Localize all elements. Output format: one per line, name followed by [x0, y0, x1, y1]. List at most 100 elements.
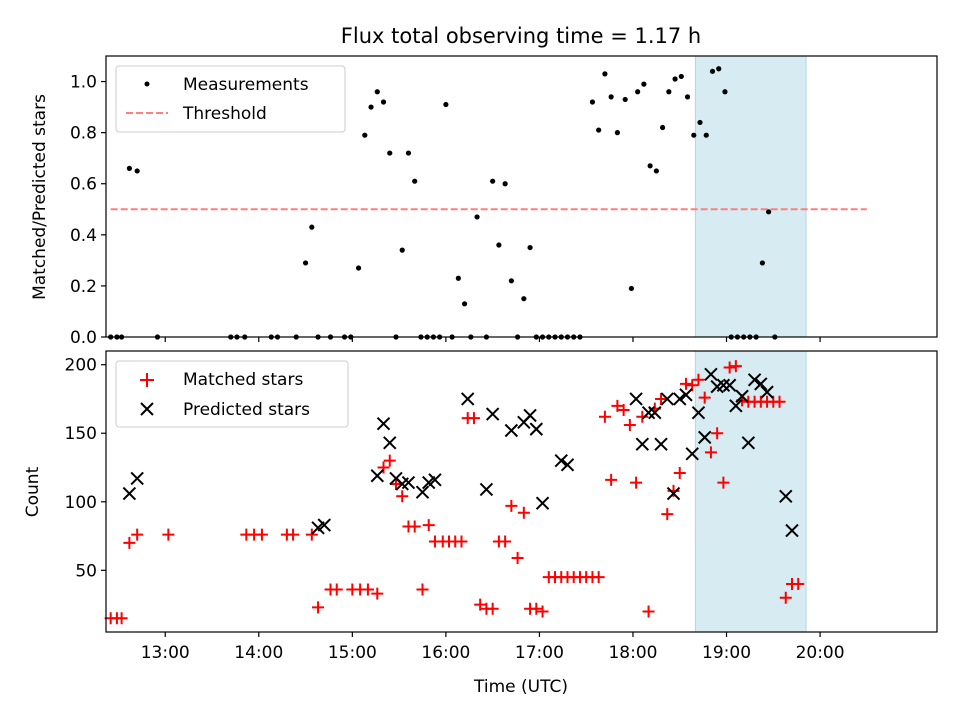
matched-stars-point: [592, 571, 605, 584]
axes-frame: [105, 350, 938, 633]
matched-stars-point: [530, 602, 543, 615]
legend-predicted-marker: [140, 402, 154, 416]
measurement-point: [496, 242, 502, 248]
matched-stars-point: [499, 535, 512, 548]
measurement-point: [412, 178, 418, 184]
matched-stars-point: [467, 412, 480, 425]
matched-stars-point: [287, 528, 300, 541]
matched-stars-point: [792, 578, 805, 591]
predicted-stars-point: [735, 389, 749, 403]
matched-stars-point: [605, 473, 618, 486]
top-ylabel: Matched/Predicted stars: [30, 94, 50, 300]
measurement-point: [716, 66, 722, 72]
predicted-stars-point: [648, 405, 662, 420]
measurement-point: [399, 247, 405, 253]
measurement-point: [589, 99, 596, 105]
matched-stars-point: [474, 598, 487, 611]
predicted-stars-point: [654, 437, 668, 451]
predicted-stars-point: [383, 436, 397, 450]
top-panel: 0.0 0.2 0.4 0.6 0.8 1.0 Matched/Predicted sta…: [30, 55, 938, 348]
measurement-point: [602, 71, 608, 77]
predicted-stars-point: [415, 485, 430, 499]
y-tick-label: 150: [65, 424, 97, 444]
highlight-span-rect: [694, 350, 807, 633]
measurement-point: [709, 68, 716, 74]
matched-stars-point: [255, 528, 268, 541]
figure-title: Flux total observing time = 1.17 h: [341, 24, 701, 48]
measurement-point: [641, 81, 647, 87]
measurement-point: [608, 94, 614, 100]
measurement-point: [474, 214, 480, 220]
matched-stars-point: [729, 360, 742, 373]
y-tick-label: 200: [65, 356, 97, 376]
predicted-stars-point: [785, 523, 799, 538]
legend-predicted-label: Predicted stars: [183, 400, 310, 420]
matched-stars-point: [486, 602, 499, 615]
measurement-point: [355, 265, 362, 271]
predicted-stars-point: [666, 486, 681, 501]
x-tick-label: 15:00: [328, 643, 377, 663]
axes-frame: [105, 55, 938, 338]
matched-stars-point: [773, 395, 786, 408]
matched-stars-point: [455, 535, 468, 548]
measurement-point: [596, 127, 602, 133]
matched-stars-point: [536, 605, 549, 618]
predicted-stars-point: [529, 422, 544, 436]
measurement-point: [134, 168, 140, 174]
measurement-point: [405, 150, 412, 156]
predicted-stars-point: [461, 392, 475, 406]
x-tick-label: 19:00: [702, 643, 751, 663]
matched-stars-point: [505, 499, 518, 512]
predicted-stars-point: [122, 486, 137, 501]
matched-stars-point: [711, 427, 724, 440]
matched-stars-point: [655, 392, 668, 405]
y-tick-label: 0.8: [70, 124, 97, 144]
measurement-point: [387, 150, 393, 156]
bottom-panel: 50 100 150 200 13:00 14:00 15:00 16:00 17:00 18:0…: [23, 350, 938, 663]
predicted-stars-point: [685, 447, 699, 461]
measurement-point: [666, 89, 672, 95]
measurement-point: [622, 96, 628, 103]
highlight-span-rect: [694, 55, 807, 338]
predicted-stars-point: [629, 392, 643, 406]
matched-stars-point: [630, 476, 643, 489]
matched-stars-point: [389, 477, 402, 490]
measurement-point: [722, 89, 728, 95]
measurement-point: [502, 181, 508, 187]
predicted-stars-point: [635, 437, 650, 451]
y-tick-label: 0.6: [70, 175, 97, 195]
measurement-point: [759, 260, 765, 266]
measurement-point: [766, 209, 772, 215]
measurement-point: [521, 296, 527, 302]
matched-stars-point: [661, 508, 674, 521]
measurement-point: [380, 99, 387, 105]
predicted-stars-point: [370, 469, 384, 483]
predicted-stars-point: [729, 399, 743, 413]
predicted-stars-point: [428, 473, 442, 487]
predicted-stars-point: [535, 496, 550, 510]
predicted-stars-point: [722, 378, 737, 392]
predicted-stars-point: [401, 475, 416, 490]
matched-stars-point: [115, 612, 128, 625]
measurement-point: [126, 165, 132, 171]
matched-stars-point: [383, 454, 396, 467]
x-axis-label: Time (UTC): [473, 677, 568, 697]
measurement-point: [628, 285, 635, 292]
predicted-stars-point: [376, 416, 391, 431]
x-tick-label: 14:00: [234, 643, 283, 663]
matched-stars-point: [617, 403, 630, 416]
matched-stars-point: [396, 490, 409, 503]
x-tick-label: 20:00: [796, 643, 845, 663]
measurement-point: [653, 168, 659, 174]
matched-stars-point: [636, 410, 649, 423]
matched-stars-point: [611, 399, 624, 412]
predicted-stars-point: [760, 385, 774, 399]
x-tick-label: 13:00: [141, 643, 190, 663]
predicted-stars-point: [660, 392, 674, 406]
legend-matched-label: Matched stars: [183, 370, 303, 390]
matched-stars-point: [779, 591, 792, 604]
matched-stars-point: [698, 391, 711, 404]
measurement-point: [374, 89, 380, 95]
matched-stars-point: [598, 410, 611, 423]
